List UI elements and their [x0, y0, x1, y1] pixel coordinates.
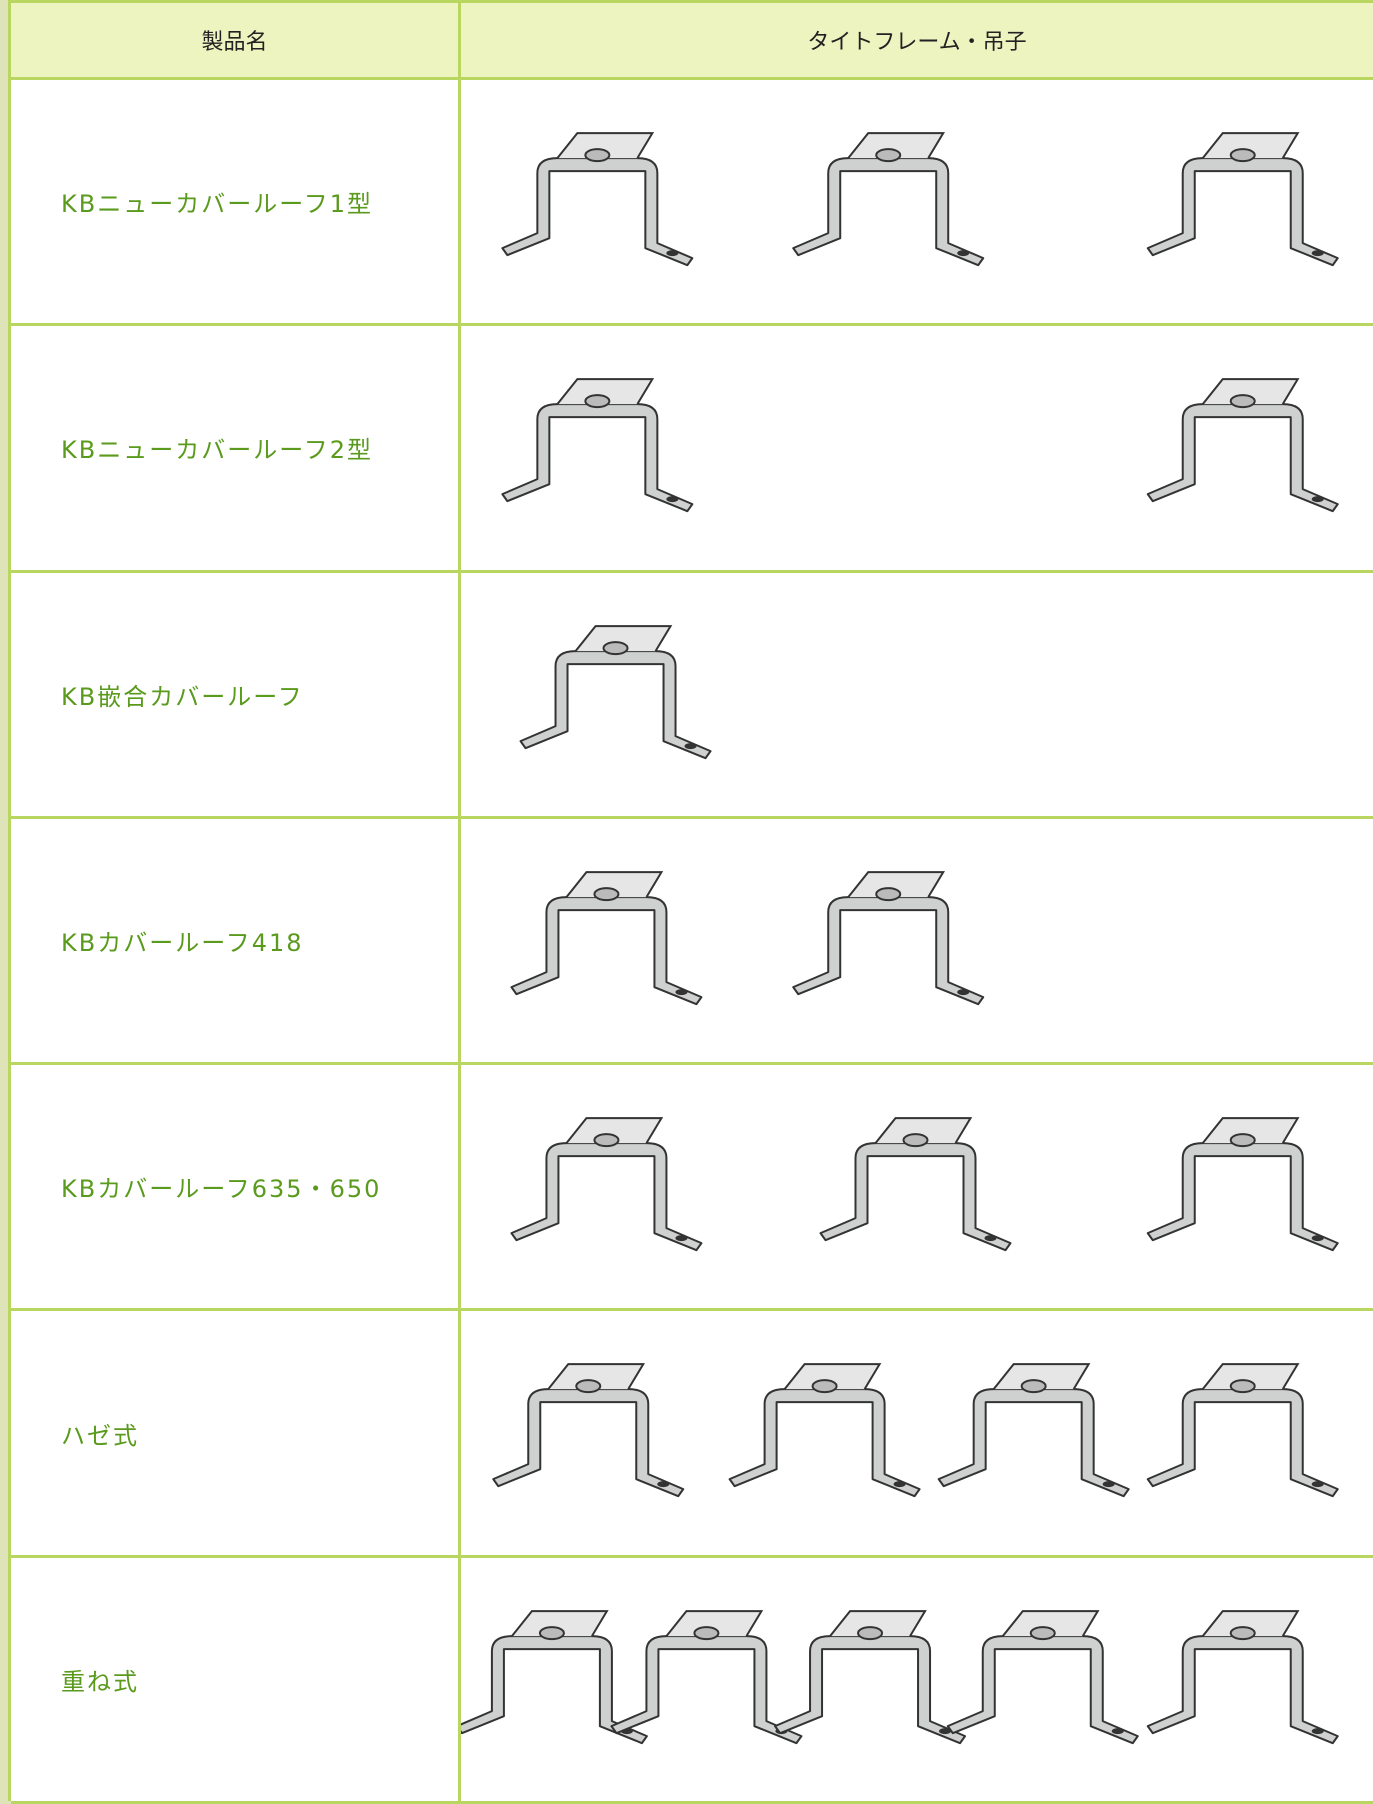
- cell: [461, 1065, 1373, 1308]
- table-row: KBカバールーフ418: [11, 818, 1373, 1066]
- cell: ハゼ式: [11, 1311, 461, 1555]
- illustrations: [510, 1117, 1339, 1252]
- product-name: KBカバールーフ635・650: [61, 1175, 382, 1204]
- table-row: KB嵌合カバールーフ: [11, 572, 1373, 819]
- cell: [461, 1558, 1373, 1801]
- illustrations: [510, 870, 985, 1005]
- cell: [461, 80, 1373, 323]
- table-row: KBニューカバールーフ2型: [11, 326, 1373, 573]
- cell: [461, 573, 1373, 816]
- bracket-illustration: [937, 1363, 1130, 1498]
- bracket-illustration: [492, 1363, 685, 1498]
- bracket-illustration: [510, 1117, 703, 1252]
- bracket-illustration: [501, 378, 694, 513]
- table-row: 重ね式: [11, 1557, 1373, 1804]
- illustrations: [461, 1609, 1339, 1744]
- bracket-illustration: [461, 1609, 648, 1744]
- bracket-illustration: [819, 1117, 1012, 1252]
- cell: KBニューカバールーフ2型: [11, 326, 461, 570]
- bracket-illustration: [728, 1363, 921, 1498]
- bracket-illustration: [1146, 1609, 1339, 1744]
- cell: [461, 1311, 1373, 1554]
- product-name: KB嵌合カバールーフ: [61, 682, 304, 711]
- table-row: KBカバールーフ635・650: [11, 1065, 1373, 1312]
- bracket-illustration: [792, 870, 985, 1005]
- illustrations: [501, 378, 1339, 513]
- product-name: KBニューカバールーフ2型: [61, 436, 374, 465]
- bracket-illustration: [1146, 132, 1339, 267]
- cell: KBニューカバールーフ1型: [11, 80, 461, 324]
- bracket-illustration: [946, 1609, 1139, 1744]
- header-row: 製品名 タイトフレーム・吊子: [11, 3, 1373, 80]
- cell: KBカバールーフ418: [11, 818, 461, 1063]
- cell: KB嵌合カバールーフ: [11, 572, 461, 816]
- bracket-illustration: [1146, 1117, 1339, 1252]
- cell: 重ね式: [11, 1557, 461, 1801]
- product-name: 重ね式: [61, 1667, 139, 1696]
- illustrations: [501, 132, 1339, 267]
- bracket-illustration: [519, 624, 712, 759]
- cell: KBカバールーフ635・650: [11, 1065, 461, 1309]
- bracket-illustration: [510, 870, 703, 1005]
- bracket-illustration: [1146, 1363, 1339, 1498]
- product-name: KBカバールーフ418: [61, 928, 304, 957]
- cell: [461, 819, 1373, 1062]
- product-name: KBニューカバールーフ1型: [61, 190, 374, 219]
- bracket-illustration: [610, 1609, 803, 1744]
- product-name: ハゼ式: [61, 1421, 139, 1450]
- cell: [461, 326, 1373, 569]
- table: 製品名 タイトフレーム・吊子 KBニューカバールーフ1型 KBニューカバールーフ2…: [8, 0, 1373, 1804]
- bracket-illustration: [501, 132, 694, 267]
- illustrations: [492, 1363, 1339, 1498]
- illustrations: [519, 624, 712, 759]
- table-row: KBニューカバールーフ1型: [11, 80, 1373, 327]
- header-cell: タイトフレーム・吊子: [807, 30, 1027, 55]
- table-row: ハゼ式: [11, 1311, 1373, 1558]
- header-cell: 製品名: [11, 3, 461, 77]
- bracket-illustration: [1146, 378, 1339, 513]
- bracket-illustration: [792, 132, 985, 267]
- bracket-illustration: [774, 1609, 967, 1744]
